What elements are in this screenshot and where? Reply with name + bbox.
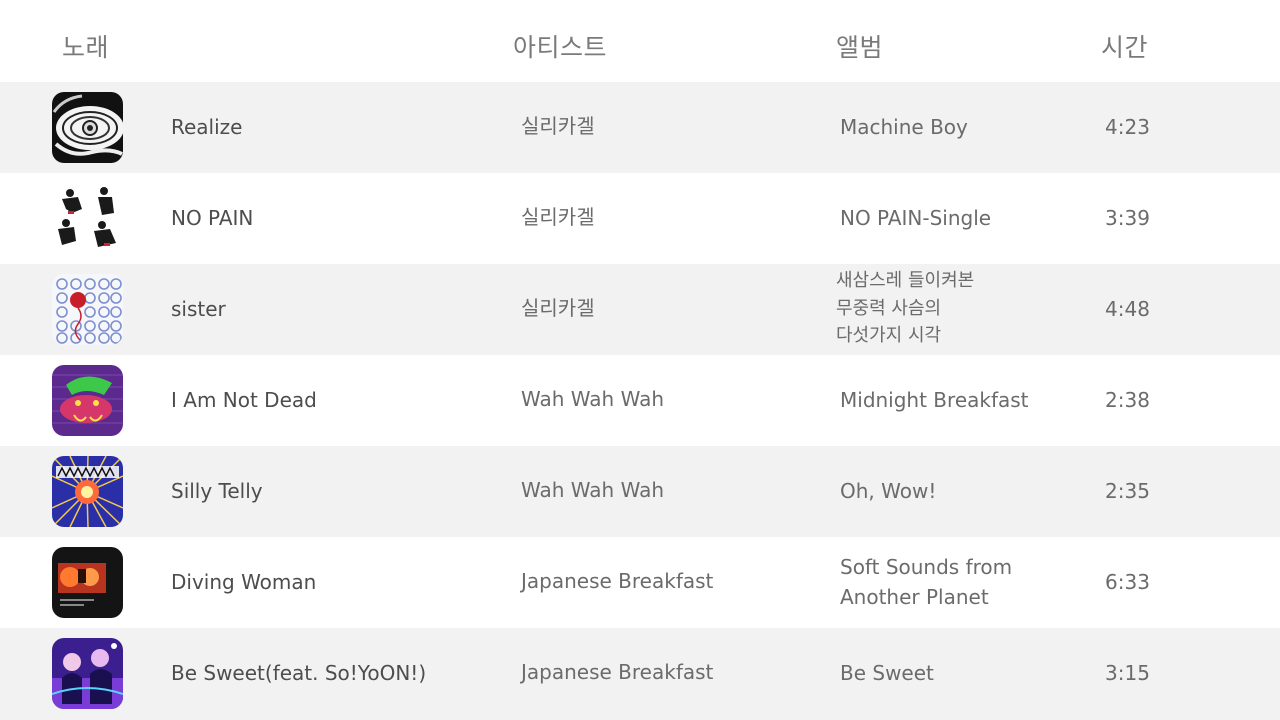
- track-title[interactable]: Silly Telly: [171, 479, 263, 503]
- column-header-time[interactable]: 시간: [1101, 33, 1149, 62]
- track-artist[interactable]: 실리카겔: [521, 114, 595, 138]
- track-duration: 6:33: [1105, 570, 1150, 594]
- column-header-album[interactable]: 앨범: [836, 33, 884, 62]
- table-row[interactable]: NO PAIN 실리카겔 NO PAIN-Single 3:39: [0, 173, 1280, 264]
- track-artist[interactable]: 실리카겔: [521, 205, 595, 229]
- track-artist[interactable]: Japanese Breakfast: [521, 569, 714, 593]
- track-album[interactable]: Be Sweet: [840, 661, 934, 685]
- column-header-song[interactable]: 노래: [62, 33, 110, 62]
- track-title[interactable]: Be Sweet(feat. So!YoON!): [171, 661, 427, 685]
- track-artist[interactable]: 실리카겔: [521, 296, 595, 320]
- track-album[interactable]: Oh, Wow!: [840, 479, 937, 503]
- table-row[interactable]: Be Sweet(feat. So!YoON!) Japanese Breakf…: [0, 628, 1280, 720]
- track-album-line: Another Planet: [840, 585, 989, 609]
- track-artist[interactable]: Japanese Breakfast: [521, 660, 714, 684]
- column-header-artist[interactable]: 아티스트: [513, 33, 608, 62]
- album-art-machine-boy: [52, 92, 123, 163]
- track-duration: 3:15: [1105, 661, 1150, 685]
- track-title[interactable]: sister: [171, 297, 226, 321]
- track-duration: 4:48: [1105, 297, 1150, 321]
- track-album-line: 다섯가지 시각: [836, 325, 942, 346]
- track-album-line: 무중력 사슴의: [836, 297, 942, 319]
- track-duration: 3:39: [1105, 206, 1150, 230]
- album-art-midnight-breakfast: [52, 365, 123, 436]
- album-art-soft-sounds: [52, 547, 123, 618]
- track-album[interactable]: Machine Boy: [840, 115, 968, 139]
- table-row[interactable]: Silly Telly Wah Wah Wah Oh, Wow! 2:35: [0, 446, 1280, 537]
- track-album-line: 새삼스레 들이켜본: [836, 270, 975, 291]
- track-duration: 2:38: [1105, 388, 1150, 412]
- track-duration: 4:23: [1105, 115, 1150, 139]
- album-art-oh-wow: [52, 456, 123, 527]
- track-title[interactable]: NO PAIN: [171, 206, 254, 230]
- table-row[interactable]: I Am Not Dead Wah Wah Wah Midnight Break…: [0, 355, 1280, 446]
- album-art-no-pain: [52, 183, 123, 254]
- track-title[interactable]: I Am Not Dead: [171, 388, 317, 412]
- table-row[interactable]: Diving Woman Japanese Breakfast Soft Sou…: [0, 537, 1280, 628]
- table-row[interactable]: Realize 실리카겔 Machine Boy 4:23: [0, 82, 1280, 173]
- track-album[interactable]: 새삼스레 들이켜본 무중력 사슴의 다섯가지 시각: [836, 267, 1006, 350]
- album-art-sister: [52, 274, 123, 345]
- track-title[interactable]: Realize: [171, 115, 243, 139]
- track-album[interactable]: NO PAIN-Single: [840, 206, 992, 230]
- track-album[interactable]: Midnight Breakfast: [840, 388, 1029, 412]
- track-artist[interactable]: Wah Wah Wah: [521, 478, 664, 502]
- track-album-line: Soft Sounds from: [840, 555, 1013, 579]
- track-duration: 2:35: [1105, 479, 1150, 503]
- track-title[interactable]: Diving Woman: [171, 570, 317, 594]
- table-header: 노래 아티스트 앨범 시간: [0, 0, 1280, 82]
- table-row[interactable]: sister 실리카겔 새삼스레 들이켜본 무중력 사슴의 다섯가지 시각 4:…: [0, 264, 1280, 355]
- album-art-be-sweet: [52, 638, 123, 709]
- track-album[interactable]: Soft Sounds from Another Planet: [840, 552, 1040, 612]
- track-artist[interactable]: Wah Wah Wah: [521, 387, 664, 411]
